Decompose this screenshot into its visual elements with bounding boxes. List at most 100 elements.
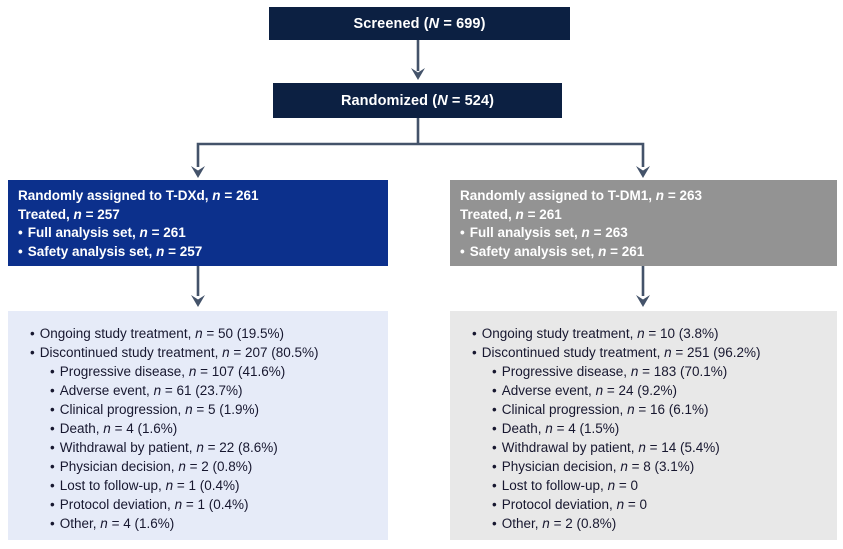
line-value: = 257 — [85, 206, 120, 222]
line-label: Progressive disease, — [501, 364, 628, 379]
tdm1-assignment-box: Randomly assigned to T-DM1, n = 263 Trea… — [450, 180, 837, 266]
n-symbol: n — [156, 243, 165, 259]
n-symbol: n — [515, 206, 524, 222]
line-label: Clinical progression, — [59, 402, 182, 417]
arrowhead-down-icon — [636, 295, 650, 307]
n-symbol: n — [627, 402, 635, 417]
line-label: Discontinued study treatment, — [481, 345, 661, 360]
line-value: = 4 (1.6%) — [114, 421, 178, 436]
line-label: Safety analysis set, — [27, 243, 153, 259]
line-label: Protocol deviation, — [501, 497, 613, 512]
outcome-line: • Clinical progression, n = 5 (1.9%) — [50, 400, 378, 419]
line-value: = 4 (1.5%) — [556, 421, 620, 436]
n-symbol: n — [598, 243, 607, 259]
line-value: = 0 — [618, 478, 638, 493]
line-label: Withdrawal by patient, — [501, 440, 635, 455]
n-symbol: n — [581, 225, 590, 240]
branch-connector — [196, 118, 645, 167]
line-label: Ongoing study treatment, — [481, 326, 634, 341]
line-value: = 261 — [610, 243, 645, 259]
line-label: Safety analysis set, — [469, 243, 595, 259]
line-label: Progressive disease, — [59, 364, 186, 379]
arrowhead-down-icon — [191, 295, 205, 307]
line-value: = 1 (0.4%) — [176, 478, 240, 493]
line-label: Discontinued study treatment, — [39, 345, 219, 360]
outcome-line: • Withdrawal by patient, n = 22 (8.6%) — [50, 438, 378, 457]
assignment-line: Treated, n = 261 — [460, 206, 827, 225]
outcome-line: • Adverse event, n = 24 (9.2%) — [492, 381, 827, 400]
outcome-line: • Clinical progression, n = 16 (6.1%) — [492, 400, 827, 419]
n-symbol: n — [638, 440, 646, 455]
assignment-line: Randomly assigned to T-DXd, n = 261 — [18, 187, 378, 206]
n-symbol: n — [616, 497, 625, 512]
line-label: Withdrawal by patient, — [59, 440, 193, 455]
assignment-line: Randomly assigned to T-DM1, n = 263 — [460, 187, 827, 206]
outcome-line: • Other, n = 2 (0.8%) — [492, 514, 827, 533]
assignment-line: • Full analysis set, n = 261 — [18, 224, 378, 243]
outcome-line: • Other, n = 4 (1.6%) — [50, 514, 378, 533]
n-symbol: n — [545, 421, 553, 436]
n-symbol: n — [195, 326, 203, 341]
outcome-line: • Lost to follow-up, n = 0 — [492, 476, 827, 495]
line-value: = 257 — [168, 243, 203, 259]
bullet-icon: • — [50, 402, 55, 417]
line-value: = 263 — [667, 188, 702, 203]
randomized-label: Randomized (N = 524) — [340, 92, 495, 109]
line-label: Physician decision, — [59, 459, 175, 474]
line-value: = 16 (6.1%) — [638, 402, 709, 417]
n-symbol: n — [188, 364, 197, 379]
line-label: Ongoing study treatment, — [39, 326, 192, 341]
bullet-icon: • — [492, 383, 497, 398]
bullet-icon: • — [50, 364, 55, 379]
line-value: = 261 — [527, 206, 562, 222]
outcome-line: • Death, n = 4 (1.5%) — [492, 419, 827, 438]
line-value: = 14 (5.4%) — [649, 440, 720, 455]
line-label: Adverse event, — [59, 383, 150, 398]
n-symbol: n — [174, 497, 183, 512]
line-value: = 22 (8.6%) — [207, 440, 278, 455]
line-value: = 10 (3.8%) — [648, 326, 719, 341]
line-value: = 24 (9.2%) — [606, 383, 678, 398]
bullet-icon: • — [30, 326, 35, 341]
outcome-line: • Progressive disease, n = 107 (41.6%) — [50, 362, 378, 381]
bullet-icon: • — [492, 402, 497, 417]
n-symbol: n — [664, 345, 672, 360]
line-label: Full analysis set, — [27, 225, 136, 240]
tdm1-outcomes-box: • Ongoing study treatment, n = 10 (3.8%) … — [450, 311, 837, 540]
line-label: Lost to follow-up, — [501, 478, 604, 493]
outcome-line: • Protocol deviation, n = 0 — [492, 495, 827, 514]
n-symbol: n — [655, 188, 665, 203]
line-label: Death, — [501, 421, 542, 436]
n-symbol: n — [185, 402, 193, 417]
outcome-line: • Adverse event, n = 61 (23.7%) — [50, 381, 378, 400]
line-label: Lost to follow-up, — [59, 478, 162, 493]
tdxd-outcomes-box: • Ongoing study treatment, n = 50 (19.5%)… — [8, 311, 388, 540]
outcome-line: • Discontinued study treatment, n = 207 (… — [30, 343, 378, 362]
screened-label: Screened (N = 699) — [353, 15, 486, 32]
arrowhead-down-icon — [636, 166, 650, 178]
line-value: = 207 (80.5%) — [233, 345, 319, 360]
line-value: = 263 — [593, 225, 628, 240]
line-value: = 5 (1.9%) — [196, 402, 259, 417]
bullet-icon: • — [50, 440, 55, 455]
line-value: = 261 — [224, 188, 259, 203]
line-value: = 8 (3.1%) — [631, 459, 695, 474]
bullet-icon: • — [460, 243, 465, 259]
bullet-icon: • — [492, 364, 497, 379]
bullet-icon: • — [492, 516, 497, 531]
line-value: = 61 (23.7%) — [164, 383, 243, 398]
n-symbol: n — [153, 383, 162, 398]
line-value: = 2 (0.8%) — [189, 459, 253, 474]
n-symbol: n — [620, 459, 628, 474]
bullet-icon: • — [50, 516, 55, 531]
n-symbol: n — [139, 225, 148, 240]
randomized-box: Randomized (N = 524) — [273, 83, 562, 118]
outcome-line: • Ongoing study treatment, n = 50 (19.5%) — [30, 324, 378, 343]
line-value: = 261 — [151, 225, 186, 240]
n-symbol: n — [630, 364, 639, 379]
line-value: = 2 (0.8%) — [553, 516, 617, 531]
line-value: = 251 (96.2%) — [675, 345, 761, 360]
bullet-icon: • — [50, 497, 55, 512]
line-value: = 1 (0.4%) — [185, 497, 249, 512]
line-value: = 183 (70.1%) — [642, 364, 728, 379]
